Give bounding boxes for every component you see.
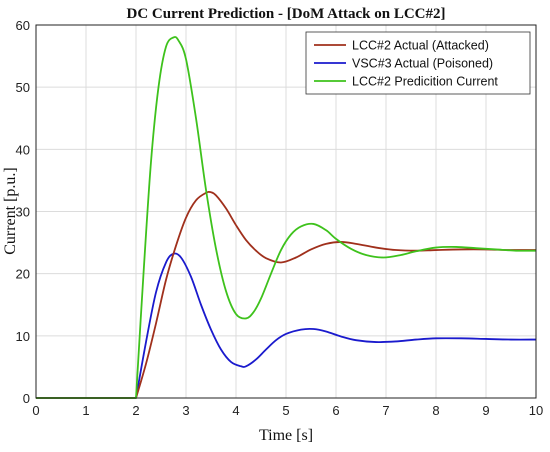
y-tick-label: 50 xyxy=(16,80,30,95)
series-lcc2-prediction-line xyxy=(36,36,537,399)
plot-frame xyxy=(35,24,537,399)
y-tick-label: 0 xyxy=(23,391,30,406)
y-tick-label: 40 xyxy=(16,142,30,157)
x-tick-label: 0 xyxy=(32,403,39,418)
legend-label: VSC#3 Actual (Poisoned) xyxy=(352,57,493,71)
y-axis: 0 10 20 30 40 50 60 xyxy=(16,18,30,406)
legend-box xyxy=(305,31,531,95)
x-tick-label: 9 xyxy=(482,403,489,418)
x-tick-label: 3 xyxy=(182,403,189,418)
legend-label: LCC#2 Predicition Current xyxy=(352,75,498,89)
chart-title: DC Current Prediction - [DoM Attack on L… xyxy=(127,6,446,22)
x-axis-label: Time [s] xyxy=(259,427,313,444)
legend-items: LCC#2 Actual (Attacked) VSC#3 Actual (Poi… xyxy=(314,39,498,89)
x-tick-label: 5 xyxy=(282,403,289,418)
y-tick-label: 20 xyxy=(16,267,30,282)
y-tick-label: 10 xyxy=(16,329,30,344)
legend-label: LCC#2 Actual (Attacked) xyxy=(352,39,489,53)
x-tick-label: 7 xyxy=(382,403,389,418)
x-tick-label: 2 xyxy=(132,403,139,418)
x-tick-label: 4 xyxy=(232,403,239,418)
series-layer xyxy=(36,36,537,399)
x-tick-label: 1 xyxy=(82,403,89,418)
y-axis-label: Current [p.u.] xyxy=(2,167,19,255)
y-tick-label: 60 xyxy=(16,18,30,33)
x-tick-label: 6 xyxy=(332,403,339,418)
x-tick-label: 10 xyxy=(529,403,543,418)
legend: LCC#2 Actual (Attacked) VSC#3 Actual (Poi… xyxy=(305,31,531,95)
series-vsc3-actual-line xyxy=(36,252,537,399)
y-tick-label: 30 xyxy=(16,205,30,220)
x-axis: 0 1 2 3 4 5 6 7 8 9 10 xyxy=(32,403,543,418)
x-tick-label: 8 xyxy=(432,403,439,418)
